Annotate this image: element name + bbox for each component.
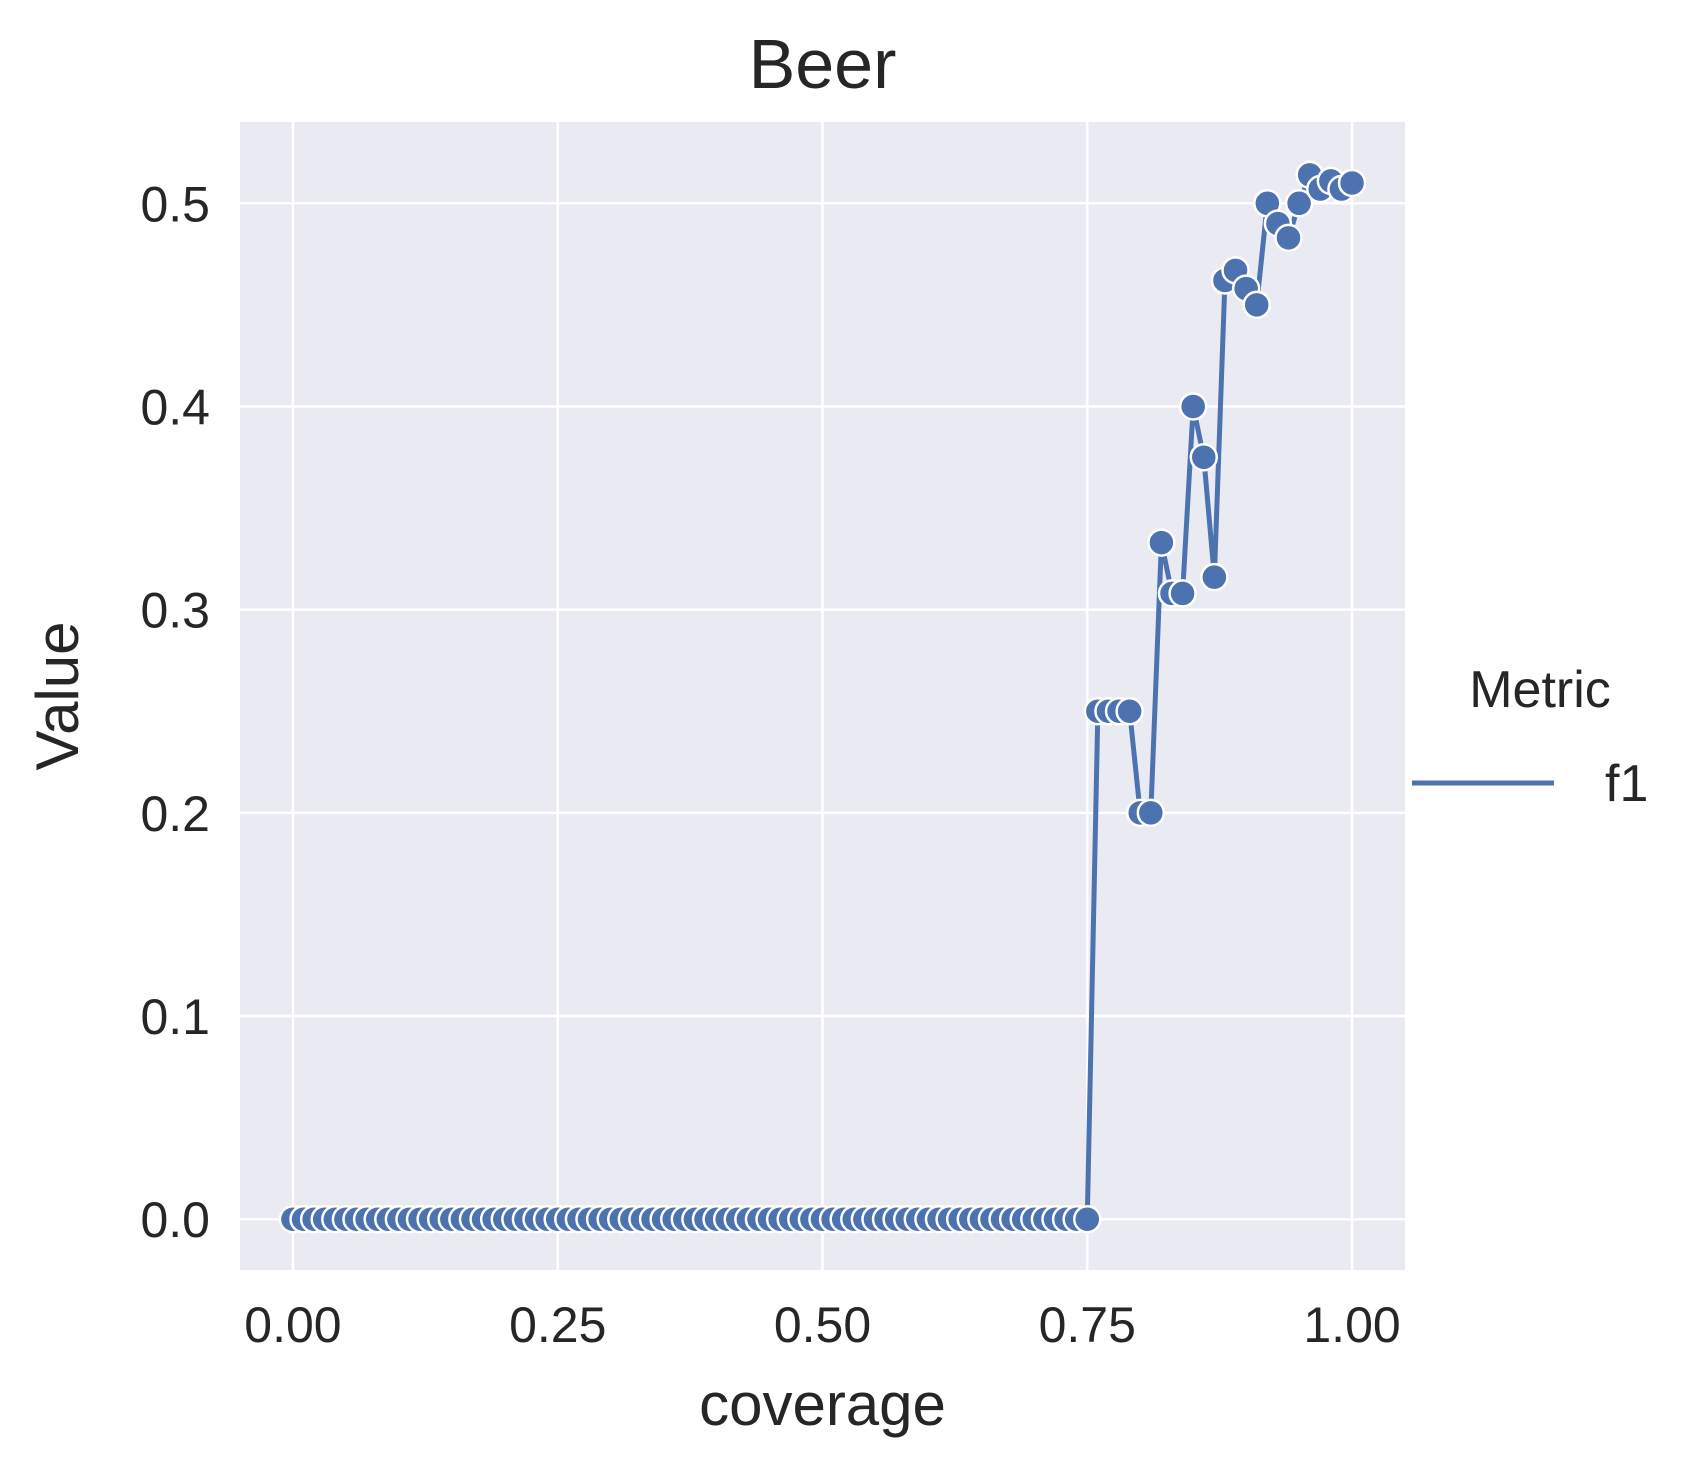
- legend-label-f1: f1: [1605, 755, 1648, 813]
- data-point: [1147, 528, 1176, 557]
- x-tick-label: 0.00: [244, 1297, 341, 1353]
- y-tick-label: 0.4: [140, 379, 210, 435]
- y-tick-label: 0.5: [140, 176, 210, 232]
- data-point: [1115, 696, 1144, 726]
- grid: [240, 122, 1405, 1270]
- x-tick-label: 0.25: [509, 1297, 606, 1353]
- data-point: [1189, 443, 1219, 472]
- x-tick-label: 1.00: [1303, 1297, 1400, 1353]
- y-tick-label: 0.0: [140, 1192, 210, 1248]
- chart-title: Beer: [749, 25, 897, 103]
- data-point: [1274, 223, 1303, 253]
- data-point: [1284, 189, 1314, 218]
- legend: Metric f1: [1412, 661, 1648, 813]
- data-point: [1337, 168, 1367, 198]
- y-axis-label: Value: [24, 621, 91, 770]
- x-tick-label: 0.50: [774, 1297, 871, 1353]
- data-point: [1136, 798, 1166, 828]
- data-point: [1073, 1204, 1102, 1234]
- x-tick-label: 0.75: [1039, 1297, 1136, 1353]
- data-point: [1168, 579, 1197, 608]
- y-tick-label: 0.1: [140, 989, 210, 1045]
- legend-title: Metric: [1469, 661, 1611, 719]
- tick-labels: 0.00 0.25 0.50 0.75 1.00 0.0 0.1 0.2 0.3 0.4 0.5: [140, 176, 1400, 1353]
- y-tick-label: 0.2: [140, 786, 210, 842]
- data-point: [1242, 290, 1271, 320]
- data-point: [1200, 562, 1229, 592]
- x-axis-label: coverage: [699, 1371, 946, 1438]
- y-tick-label: 0.3: [140, 583, 210, 639]
- data-point: [1178, 392, 1208, 421]
- series-layer: [278, 160, 1367, 1234]
